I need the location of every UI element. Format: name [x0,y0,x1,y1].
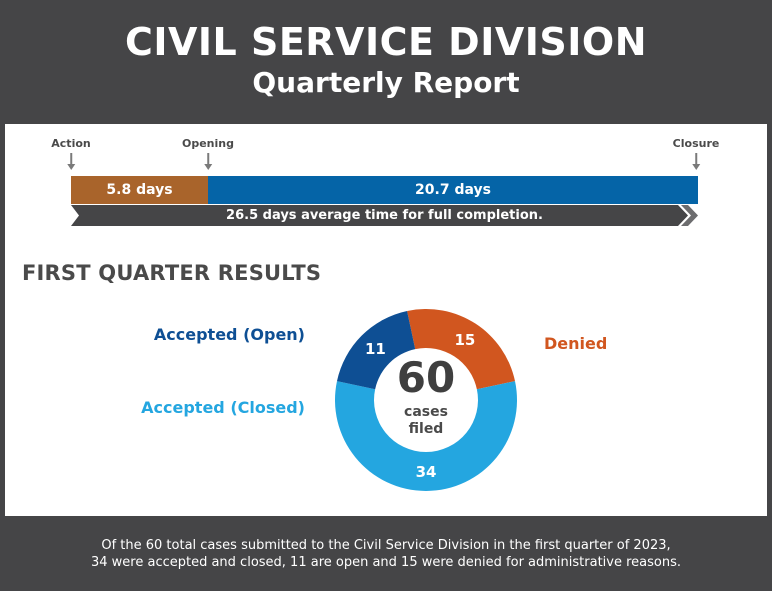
down-arrow-icon [207,153,209,165]
total-cases-number: 60 [396,353,456,402]
donut-segment-accepted-closed [335,381,517,491]
legend-accepted-closed: Accepted (Closed) [141,398,305,417]
report-title: CIVIL SERVICE DIVISION [124,20,648,64]
segment-value-denied: 15 [454,331,476,350]
milestone-closure: Closure [672,137,720,150]
legend-accepted-open: Accepted (Open) [153,325,305,344]
segment-label: 20.7 days [415,182,491,198]
timeline-segment-opening: 20.7 days [208,176,698,204]
total-duration-bar: 26.5 days average time for full completi… [71,205,698,226]
report-header: CIVIL SERVICE DIVISION Quarterly Report [0,0,772,124]
segment-value-accepted-closed: 34 [415,463,437,481]
donut-segment-accepted-open [336,310,416,390]
milestone-action: Action [51,137,91,150]
total-cases-label: cases filed [330,404,522,438]
summary-footer: Of the 60 total cases submitted to the C… [0,516,772,591]
segment-label: 5.8 days [106,182,173,198]
legend-denied: Denied [544,334,608,353]
down-arrow-icon [70,153,72,165]
timeline-segment-action: 5.8 days [71,176,208,204]
summary-line-1: Of the 60 total cases submitted to the C… [101,538,671,553]
donut-chart [335,309,517,491]
center-label-line1: cases [404,404,448,420]
donut-segment-denied [407,309,516,390]
segment-value-accepted-open: 11 [365,340,386,359]
milestone-opening: Opening [182,137,234,150]
content-panel: Action Opening Closure 5.8 days 20.7 day… [5,124,767,516]
report-subtitle: Quarterly Report [252,66,520,99]
summary-line-2: 34 were accepted and closed, 11 are open… [90,555,681,570]
total-duration-label: 26.5 days average time for full completi… [226,208,543,223]
section-title: FIRST QUARTER RESULTS [22,261,322,285]
chevron-arrow-icon [71,205,698,226]
donut-center: 60 cases filed [330,304,522,496]
down-arrow-icon [695,153,697,165]
center-label-line2: filed [408,421,444,437]
